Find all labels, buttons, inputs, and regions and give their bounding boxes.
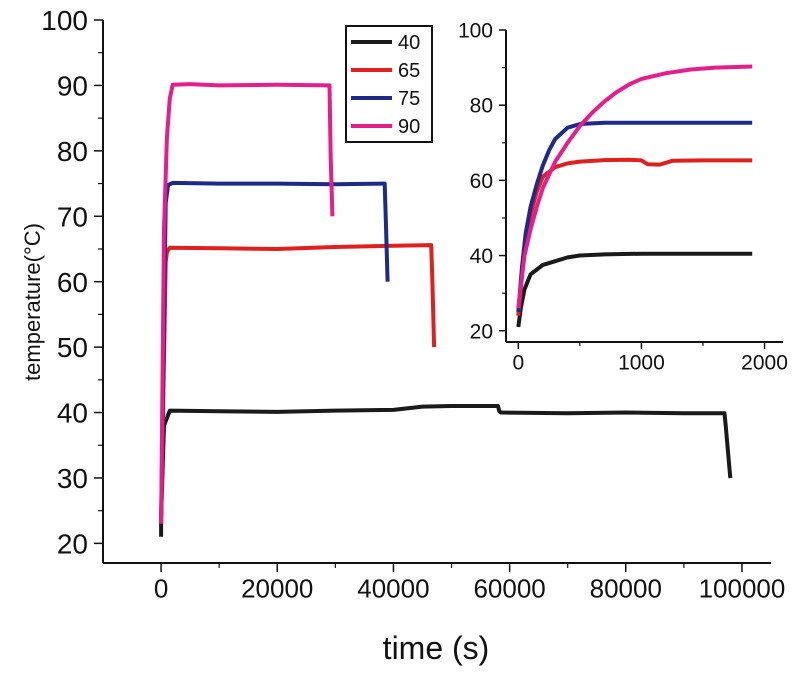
inset-series-75-line (516, 120, 753, 313)
main-y-tick-label: 50 (57, 332, 88, 363)
main-series-65-line (159, 243, 437, 524)
main-y-tick-label: 20 (57, 528, 88, 559)
main-y-tick-label: 80 (57, 136, 88, 167)
main-x-tick-label: 0 (154, 573, 168, 603)
main-x-tick-label: 80000 (590, 573, 662, 603)
main-x-tick-label: 40000 (357, 573, 429, 603)
main-y-tick-label: 30 (57, 463, 88, 494)
inset-series-90-line (516, 64, 753, 309)
legend: 40 65 75 90 (345, 25, 433, 143)
inset-series-40-line (516, 251, 753, 328)
main-y-tick-label: 100 (41, 5, 88, 36)
legend-label-90: 90 (398, 116, 420, 138)
inset-x-tick-label: 1000 (618, 352, 665, 375)
main-y-tick-label: 60 (57, 267, 88, 298)
y-axis-label: temperature(°C) (20, 223, 45, 381)
legend-label-40: 40 (398, 32, 420, 54)
legend-label-75: 75 (398, 88, 420, 110)
main-x-tick-label: 20000 (241, 573, 313, 603)
inset-x-tick-label: 0 (512, 352, 524, 375)
inset-y-tick-label: 40 (470, 245, 493, 268)
main-y-tick-label: 70 (57, 201, 88, 232)
inset-y-tick-label: 60 (470, 170, 493, 193)
inset-y-tick-label: 100 (458, 20, 493, 43)
inset-y-tick-label: 80 (470, 95, 493, 118)
inset-series-65-line (516, 157, 753, 316)
main-y-tick-label: 90 (57, 71, 88, 102)
legend-box (345, 25, 433, 143)
main-y-tick-label: 40 (57, 398, 88, 429)
main-x-tick-label: 100000 (699, 573, 786, 603)
inset-x-tick-label: 2000 (741, 352, 788, 375)
inset-y-tick-label: 20 (470, 320, 493, 343)
main-series-90-line (159, 82, 335, 524)
main-x-tick-label: 60000 (473, 573, 545, 603)
legend-label-65: 65 (398, 60, 420, 82)
main-series-40-line (159, 404, 733, 537)
x-axis-label: time (s) (383, 630, 490, 666)
main-series-75-line (159, 180, 390, 524)
